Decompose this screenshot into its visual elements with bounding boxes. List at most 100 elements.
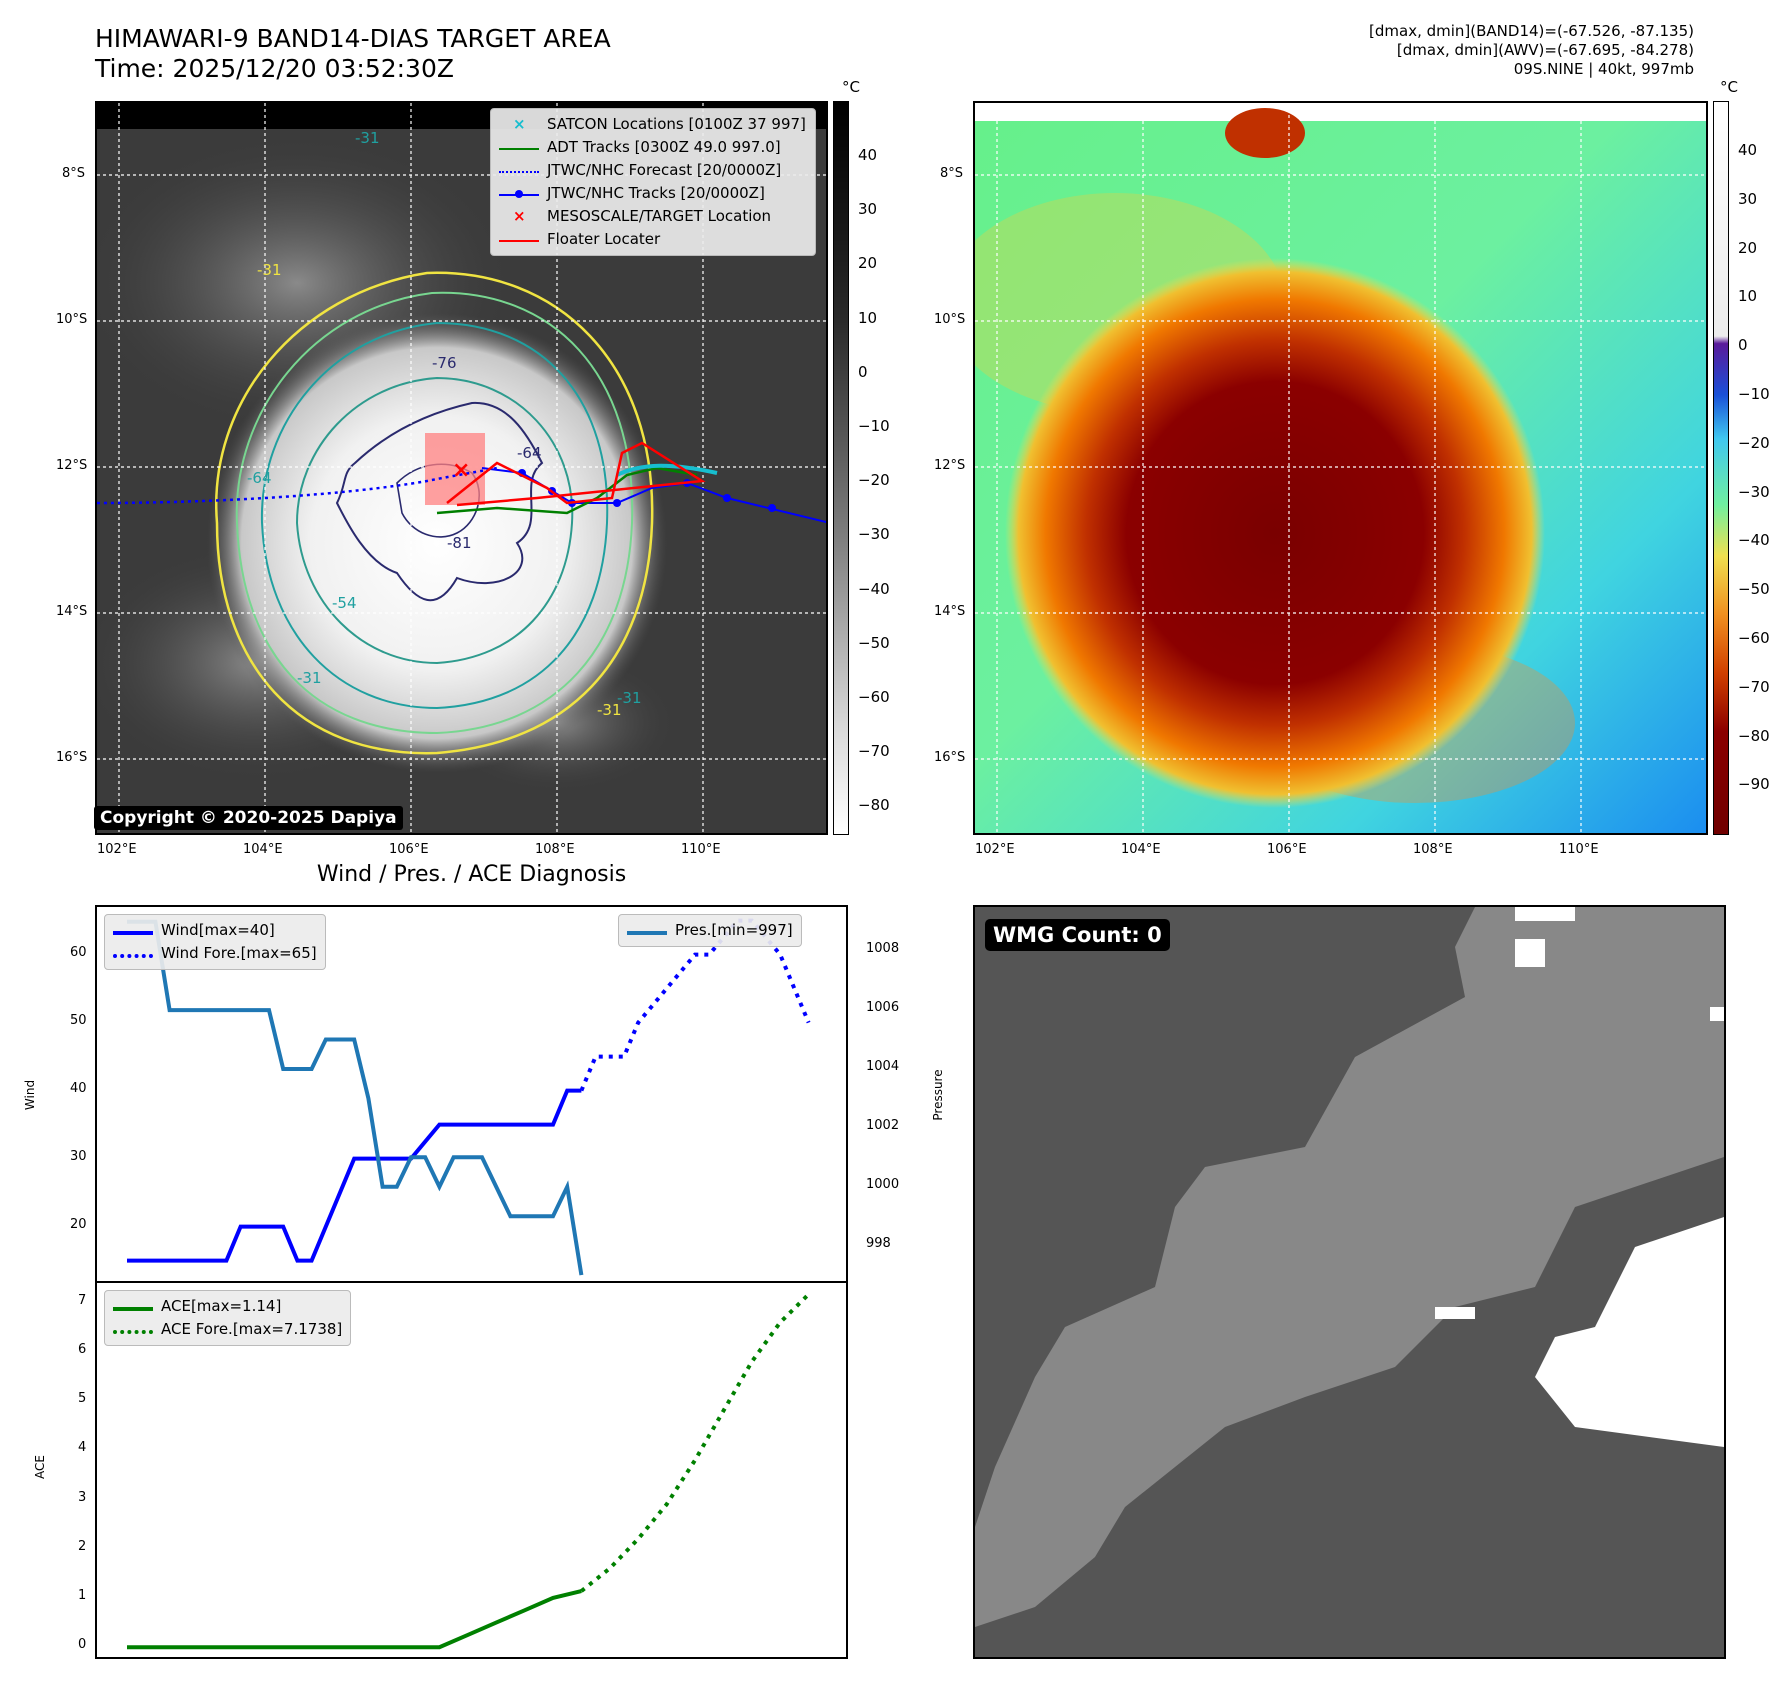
colorbar-tick-label: 10 bbox=[858, 308, 878, 327]
axis-tick-label: 7 bbox=[78, 1292, 87, 1308]
colorbar-tick-label: 30 bbox=[1738, 189, 1758, 208]
wmg-white-cell bbox=[1435, 1307, 1475, 1319]
wmg-white-cell bbox=[1515, 907, 1575, 921]
lat-label: 12°S bbox=[934, 458, 966, 473]
lon-label: 104°E bbox=[1121, 842, 1161, 857]
contour-label: -31 bbox=[257, 261, 282, 279]
axis-tick-label: 2 bbox=[78, 1538, 87, 1554]
pressure-legend: Pres.[min=997] bbox=[618, 914, 802, 947]
contour-31 bbox=[214, 271, 654, 755]
colorbar-tick-label: 20 bbox=[1738, 238, 1758, 257]
awv-top-nodata bbox=[975, 103, 1706, 121]
colorbar-tick-label: −30 bbox=[858, 525, 890, 544]
axis-tick-label: 4 bbox=[78, 1440, 87, 1456]
axis-tick-label: 1008 bbox=[866, 941, 900, 957]
colorbar-tick-label: 40 bbox=[1738, 141, 1758, 159]
axis-tick-label: 5 bbox=[78, 1391, 87, 1407]
lat-label: 16°S bbox=[56, 750, 88, 765]
wmg-count-label: WMG Count: 0 bbox=[985, 919, 1170, 951]
contour-label: -31 bbox=[597, 701, 622, 719]
lon-label: 108°E bbox=[535, 842, 575, 857]
colorbar-tick-label: −80 bbox=[1738, 726, 1770, 745]
ace-axis-label: ACE bbox=[33, 1455, 47, 1479]
dotted-line-icon bbox=[499, 162, 539, 180]
lat-label: 16°S bbox=[934, 750, 966, 765]
colorbar-tick-label: 0 bbox=[1738, 336, 1748, 355]
axis-tick-label: 1000 bbox=[866, 1176, 900, 1192]
contour-label: -64 bbox=[247, 469, 272, 487]
contour-64 bbox=[260, 321, 609, 710]
axis-tick-label: 20 bbox=[70, 1216, 87, 1232]
dotted-line-icon bbox=[113, 945, 153, 963]
colorbar-tick-label: 40 bbox=[858, 146, 878, 164]
contour-label: -31 bbox=[355, 129, 380, 147]
colorbar-right bbox=[1713, 101, 1729, 835]
colorbar-tick-label: −90 bbox=[1738, 775, 1770, 794]
ace-chart bbox=[95, 1281, 848, 1659]
colorbar-tick-label: −60 bbox=[858, 688, 890, 706]
lat-label: 12°S bbox=[56, 458, 88, 473]
colorbar-left bbox=[833, 101, 849, 835]
contour-label: -31 bbox=[617, 689, 642, 707]
dotted-line-icon bbox=[113, 1321, 153, 1339]
ace-forecast-series bbox=[580, 1292, 811, 1593]
wind-series bbox=[127, 1088, 582, 1263]
colorbar-tick-label: −30 bbox=[1738, 482, 1770, 501]
wmg-white-east bbox=[1535, 1217, 1724, 1447]
colorbar-tick-label: 10 bbox=[1738, 287, 1758, 306]
ace-legend: ACE[max=1.14] ACE Fore.[max=7.1738] bbox=[104, 1290, 352, 1346]
wind-legend: Wind[max=40] Wind Fore.[max=65] bbox=[104, 914, 326, 970]
contour-label-group: -31 -31 -31 -31 -64 -76 -81 -54 -64 -31 bbox=[247, 129, 642, 719]
wmg-white-cell bbox=[1710, 1007, 1724, 1021]
wmg-plot bbox=[975, 907, 1724, 1657]
contour-64-inner bbox=[295, 376, 574, 665]
legend-pressure: Pres.[min=997] bbox=[627, 919, 793, 942]
copyright-label: Copyright © 2020-2025 Dapiya bbox=[94, 806, 403, 830]
contour-label: -54 bbox=[332, 594, 357, 612]
lat-label: 8°S bbox=[940, 166, 964, 181]
adt-track bbox=[436, 466, 698, 515]
floater-box bbox=[425, 433, 485, 505]
wmg-white-cell bbox=[1515, 939, 1545, 967]
axis-tick-label: 50 bbox=[70, 1012, 87, 1028]
legend-floater: Floater Locater bbox=[499, 228, 807, 251]
colorbar-tick-label: 30 bbox=[858, 200, 878, 219]
axis-tick-label: 998 bbox=[866, 1235, 891, 1251]
colorbar-tick-label: −80 bbox=[858, 796, 890, 815]
lon-label: 104°E bbox=[243, 842, 283, 857]
colorbar-left-unit: °C bbox=[842, 78, 860, 96]
contour-label: -76 bbox=[432, 354, 457, 372]
awv-map bbox=[975, 103, 1706, 833]
lon-label: 110°E bbox=[681, 842, 721, 857]
ace-plot bbox=[127, 1292, 811, 1650]
axis-tick-label: 1006 bbox=[866, 1000, 900, 1016]
lat-label: 14°S bbox=[934, 604, 966, 619]
pressure-axis-label: Pressure bbox=[931, 1069, 945, 1121]
ace-series bbox=[127, 1589, 582, 1650]
legend-wind: Wind[max=40] bbox=[113, 919, 317, 942]
awv-cell-north bbox=[1225, 108, 1305, 158]
info-band14: [dmax, dmin](BAND14)=(-67.526, -87.135) bbox=[1369, 22, 1694, 40]
colorbar-tick-label: −10 bbox=[858, 417, 890, 435]
lon-label: 110°E bbox=[1559, 842, 1599, 857]
axis-tick-label: 1004 bbox=[866, 1058, 900, 1074]
awv-map-panel bbox=[973, 101, 1708, 835]
wind-pressure-chart bbox=[95, 905, 848, 1283]
lon-label: 106°E bbox=[1267, 842, 1307, 857]
lon-label: 106°E bbox=[389, 842, 429, 857]
line-marker-icon bbox=[627, 922, 667, 940]
awv-gridlines bbox=[975, 103, 1706, 833]
figure-title: HIMAWARI-9 BAND14-DIAS TARGET AREA bbox=[95, 24, 611, 53]
legend-ace-forecast: ACE Fore.[max=7.1738] bbox=[113, 1318, 342, 1341]
lat-label: 10°S bbox=[56, 312, 88, 327]
wmg-white-cell bbox=[1695, 1237, 1724, 1337]
figure-time: Time: 2025/12/20 03:52:30Z bbox=[95, 54, 454, 83]
colorbar-tick-label: −70 bbox=[858, 742, 890, 761]
lat-label: 10°S bbox=[934, 312, 966, 327]
wmg-lower-dark bbox=[975, 1157, 1724, 1657]
awv-cold-core bbox=[1005, 258, 1545, 808]
info-storm: 09S.NINE | 40kt, 997mb bbox=[1513, 60, 1694, 78]
satcon-trail bbox=[616, 463, 718, 477]
colorbar-tick-label: −60 bbox=[1738, 629, 1770, 647]
x-marker-icon: × bbox=[513, 206, 526, 225]
